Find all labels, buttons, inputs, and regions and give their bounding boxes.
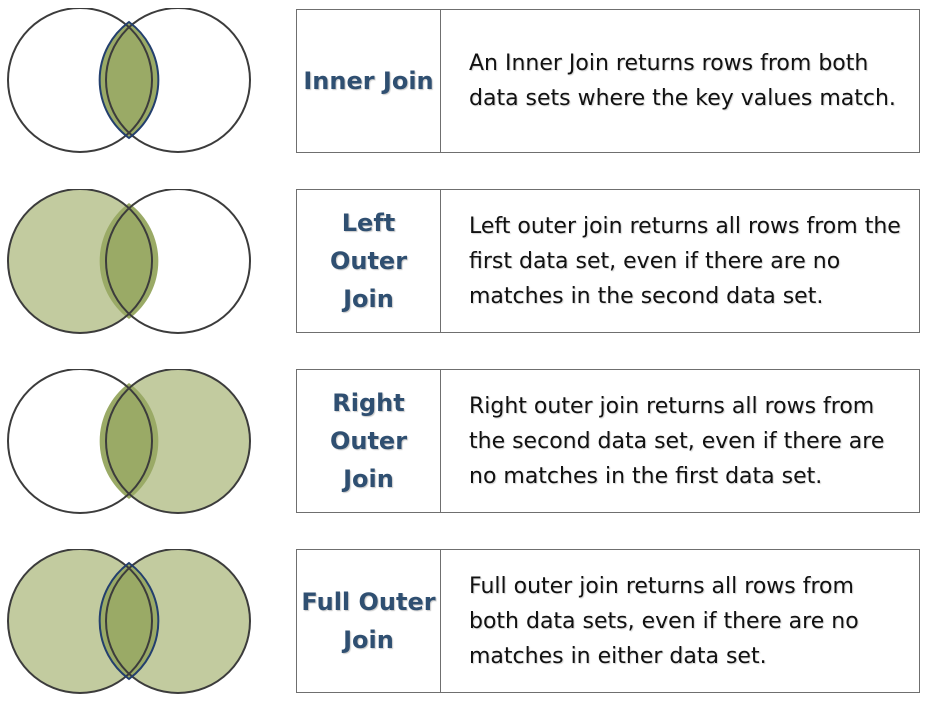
venn-diagram-left-outer-join (7, 189, 251, 334)
join-row-left-outer: Left Outer Join Left outer join returns … (0, 189, 928, 335)
venn-right-circle (105, 189, 251, 334)
join-label-text: Right Outer Join (329, 389, 408, 493)
join-label: Right Outer Join (297, 370, 441, 512)
join-card-inner: Inner Join An Inner Join returns rows fr… (296, 9, 920, 153)
join-label-text: Left Outer Join (329, 209, 408, 313)
venn-right-circle (105, 369, 251, 514)
venn-left-circle (7, 549, 153, 694)
venn-intersection-outline (98, 20, 160, 140)
venn-left-circle (7, 369, 153, 514)
venn-intersection (99, 22, 159, 138)
join-row-full-outer: Full Outer Join Full outer join returns … (0, 549, 928, 695)
venn-left-circle (7, 8, 153, 153)
venn-right-circle (105, 549, 251, 694)
venn-right-circle (105, 8, 251, 153)
join-row-inner: Inner Join An Inner Join returns rows fr… (0, 8, 928, 154)
join-label: Left Outer Join (297, 190, 441, 332)
venn-diagram-right-outer-join (7, 369, 251, 514)
join-row-right-outer: Right Outer Join Right outer join return… (0, 369, 928, 515)
join-description: Full outer join returns all rows from bo… (469, 573, 859, 669)
venn-intersection-outline (98, 561, 160, 681)
venn-intersection (99, 203, 159, 319)
venn-diagram-inner-join (7, 8, 251, 153)
join-description: Right outer join returns all rows from t… (469, 393, 885, 489)
venn-left-circle (7, 189, 153, 334)
venn-diagram-full-outer-join (7, 549, 251, 694)
join-label: Inner Join (297, 10, 441, 152)
join-description: Left outer join returns all rows from th… (469, 213, 901, 309)
join-card-right-outer: Right Outer Join Right outer join return… (296, 369, 920, 513)
join-card-full-outer: Full Outer Join Full outer join returns … (296, 549, 920, 693)
join-label: Full Outer Join (297, 550, 441, 692)
join-card-left-outer: Left Outer Join Left outer join returns … (296, 189, 920, 333)
venn-intersection (99, 563, 159, 679)
venn-intersection (99, 383, 159, 499)
join-description: An Inner Join returns rows from both dat… (469, 51, 896, 111)
